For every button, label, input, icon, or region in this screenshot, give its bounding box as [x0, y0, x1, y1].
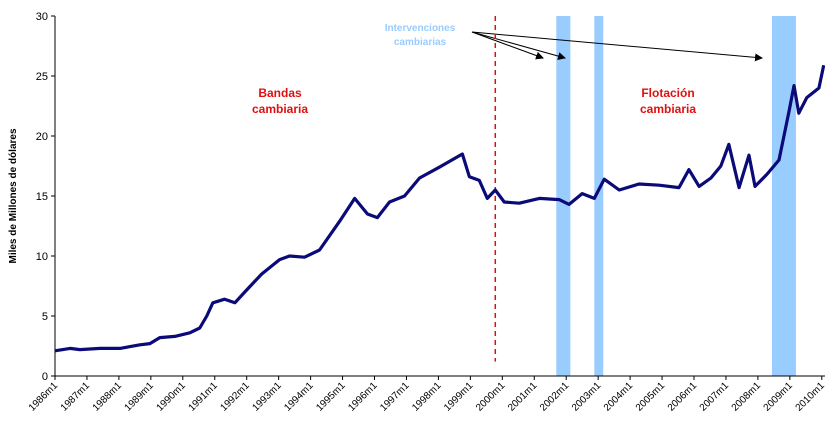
- x-tick-label: 1996m1: [346, 380, 380, 414]
- y-tick-label: 30: [36, 11, 48, 23]
- x-tick-label: 1993m1: [250, 380, 284, 414]
- x-tick-label: 2007m1: [698, 380, 732, 414]
- x-tick-label: 1994m1: [282, 380, 316, 414]
- y-tick-label: 15: [36, 191, 48, 203]
- x-tick-label: 2005m1: [634, 380, 668, 414]
- x-tick-label: 1997m1: [378, 380, 412, 414]
- x-tick-label: 1998m1: [410, 380, 444, 414]
- annotation: cambiaria: [252, 102, 308, 116]
- band: [556, 16, 571, 376]
- x-tick-label: 2002m1: [538, 380, 572, 414]
- x-tick-label: 2000m1: [474, 380, 508, 414]
- arrows: [471, 31, 763, 62]
- x-tick-label: 2006m1: [666, 380, 700, 414]
- annotation: cambiaria: [640, 102, 696, 116]
- x-tick-label: 1989m1: [123, 380, 157, 414]
- band: [594, 16, 604, 376]
- x-tick-label: 2008m1: [730, 380, 764, 414]
- annotation: Flotación: [641, 86, 694, 100]
- x-tick-label: 1999m1: [442, 380, 476, 414]
- y-tick-label: 5: [42, 311, 48, 323]
- x-tick-label: 1987m1: [59, 380, 93, 414]
- x-tick-label: 2001m1: [506, 380, 540, 414]
- annotation: cambiarias: [394, 37, 447, 48]
- y-tick-label: 10: [36, 251, 48, 263]
- y-tick-label: 25: [36, 71, 48, 83]
- band: [771, 16, 796, 376]
- bands: [556, 16, 796, 376]
- line: [54, 64, 825, 353]
- x-tick-label: 1991m1: [187, 380, 221, 414]
- x-tick-label: 1995m1: [314, 380, 348, 414]
- y-axis-label: Miles de Millones de dólares: [8, 128, 19, 263]
- x-tick-label: 2009m1: [762, 380, 796, 414]
- x-tick-label: 2003m1: [570, 380, 604, 414]
- y-tick-label: 20: [36, 131, 48, 143]
- x-tick-label: 2010m1: [794, 380, 825, 414]
- x-tick-label: 1986m1: [27, 380, 61, 414]
- x-tick-label: 1992m1: [218, 380, 252, 414]
- annotation: Intervenciones: [385, 23, 456, 34]
- x-tick-label: 1990m1: [155, 380, 189, 414]
- x-tick-label: 2004m1: [602, 380, 636, 414]
- annotation: Bandas: [258, 86, 302, 100]
- x-tick-label: 1988m1: [91, 380, 125, 414]
- y-tick-label: 0: [42, 371, 48, 383]
